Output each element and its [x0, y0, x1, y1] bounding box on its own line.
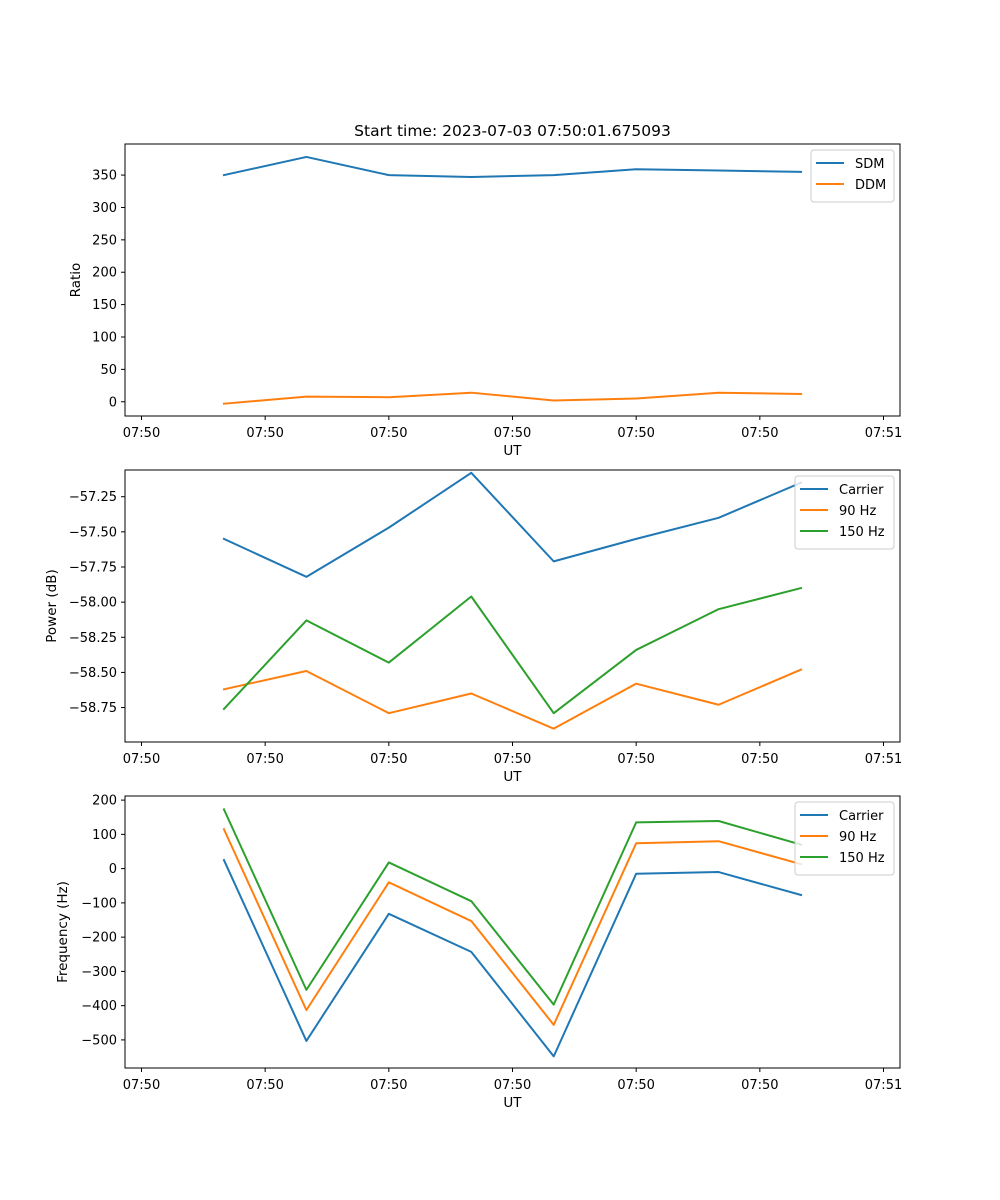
- legend-label: 90 Hz: [839, 504, 876, 519]
- y-tick-label: −200: [81, 931, 117, 946]
- y-tick-label: −57.50: [69, 525, 117, 540]
- x-tick-label: 07:50: [494, 426, 531, 441]
- y-tick-label: −500: [81, 1033, 117, 1048]
- y-axis-label: Ratio: [68, 263, 84, 298]
- x-tick-label: 07:50: [617, 426, 654, 441]
- chart-panel-0: Start time: 2023-07-03 07:50:01.675093 07…: [68, 122, 902, 459]
- x-tick-label: 07:50: [617, 1078, 654, 1093]
- x-tick-label: 07:50: [494, 752, 531, 767]
- x-tick-label: 07:50: [246, 1078, 283, 1093]
- series-line-carrier: [222, 858, 803, 1058]
- x-tick-label: 07:50: [370, 752, 407, 767]
- chart-panel-1: 07:50 07:50 07:50 07:50 07:50 07:50 07:51 −58.7…: [44, 469, 902, 785]
- x-tick-label: 07:50: [741, 752, 778, 767]
- legend-label: SDM: [855, 157, 884, 172]
- x-tick-label: 07:50: [494, 1078, 531, 1093]
- x-tick-label: 07:50: [123, 1078, 160, 1093]
- x-tick-label: 07:50: [123, 426, 160, 441]
- y-tick-label: 350: [92, 169, 117, 184]
- legend-label: 150 Hz: [839, 851, 885, 866]
- y-axis-label: Power (dB): [44, 569, 60, 642]
- y-tick-label: −58.25: [69, 631, 117, 646]
- y-tick-label: −58.00: [69, 596, 117, 611]
- x-axis-label: UT: [503, 443, 522, 459]
- series-line-90-hz: [222, 827, 803, 1026]
- y-tick-label: 250: [92, 233, 117, 248]
- x-tick-label: 07:50: [246, 752, 283, 767]
- y-tick-label: 150: [92, 298, 117, 313]
- y-tick-label: −58.75: [69, 701, 117, 716]
- x-tick-label: 07:51: [865, 752, 902, 767]
- y-tick-label: 200: [92, 266, 117, 281]
- x-tick-label: 07:50: [123, 752, 160, 767]
- y-tick-label: 100: [92, 828, 117, 843]
- y-tick-label: 50: [100, 363, 117, 378]
- y-tick-label: 200: [92, 794, 117, 809]
- legend-label: 90 Hz: [839, 830, 876, 845]
- series-line-90-hz: [222, 668, 803, 730]
- legend-label: DDM: [855, 178, 886, 193]
- y-axis-label: Frequency (Hz): [55, 881, 71, 983]
- series-line-150-hz: [222, 808, 803, 1006]
- legend-label: Carrier: [839, 483, 884, 498]
- chart-panels: Start time: 2023-07-03 07:50:01.675093 07…: [44, 122, 902, 1111]
- series-line-ddm: [222, 391, 803, 405]
- x-axis-label: UT: [503, 769, 522, 785]
- y-tick-label: −300: [81, 965, 117, 980]
- y-tick-label: 100: [92, 330, 117, 345]
- chart-title: Start time: 2023-07-03 07:50:01.675093: [354, 122, 671, 140]
- x-tick-label: 07:50: [741, 426, 778, 441]
- y-tick-label: 300: [92, 201, 117, 216]
- y-tick-label: 0: [109, 862, 117, 877]
- x-tick-label: 07:50: [246, 426, 283, 441]
- y-tick-label: −57.25: [69, 490, 117, 505]
- legend-label: 150 Hz: [839, 525, 885, 540]
- x-axis-label: UT: [503, 1095, 522, 1111]
- legend: SDM DDM: [810, 149, 895, 203]
- legend: Carrier 90 Hz 150 Hz: [794, 475, 895, 550]
- x-tick-label: 07:51: [865, 426, 902, 441]
- legend: Carrier 90 Hz 150 Hz: [794, 801, 895, 876]
- x-tick-label: 07:51: [865, 1078, 902, 1093]
- y-tick-label: −100: [81, 896, 117, 911]
- x-tick-label: 07:50: [370, 426, 407, 441]
- y-tick-label: −57.75: [69, 560, 117, 575]
- y-tick-label: −58.50: [69, 666, 117, 681]
- x-tick-label: 07:50: [370, 1078, 407, 1093]
- series-line-sdm: [222, 155, 803, 179]
- chart-panel-2: 07:50 07:50 07:50 07:50 07:50 07:50 07:51 −500 −…: [55, 794, 902, 1111]
- y-tick-label: −400: [81, 999, 117, 1014]
- series-line-150-hz: [222, 586, 803, 715]
- y-tick-label: 0: [109, 395, 117, 410]
- legend-label: Carrier: [839, 809, 884, 824]
- x-tick-label: 07:50: [741, 1078, 778, 1093]
- x-tick-label: 07:50: [617, 752, 654, 767]
- series-line-carrier: [222, 471, 803, 578]
